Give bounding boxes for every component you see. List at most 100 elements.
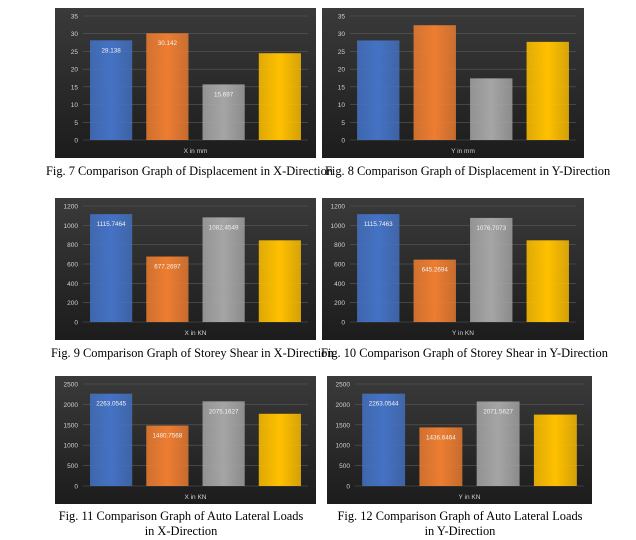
bar-fig11-1 bbox=[90, 393, 133, 486]
y-tick-label: 1000 bbox=[336, 443, 351, 450]
bar-fig7-1 bbox=[90, 40, 133, 141]
data-label: 1115.7464 bbox=[97, 221, 126, 228]
y-tick-label: 0 bbox=[74, 138, 78, 145]
y-tick-label: 0 bbox=[346, 484, 350, 491]
bar-fig9-4 bbox=[258, 240, 301, 322]
y-tick-label: 35 bbox=[338, 14, 346, 21]
bar-fig7-3 bbox=[202, 84, 245, 140]
y-tick-label: 1200 bbox=[64, 204, 79, 211]
x-axis-label: Y in KN bbox=[452, 330, 474, 337]
y-tick-label: 800 bbox=[67, 242, 78, 249]
bar-fig8-2 bbox=[413, 25, 456, 141]
y-tick-label: 20 bbox=[338, 67, 346, 74]
y-tick-label: 600 bbox=[67, 262, 78, 269]
y-tick-label: 0 bbox=[341, 138, 345, 145]
bar-fig12-1 bbox=[362, 393, 406, 486]
bar-fig11-3 bbox=[202, 401, 245, 486]
y-tick-label: 200 bbox=[67, 300, 78, 307]
data-label: 1076.7073 bbox=[476, 225, 506, 232]
y-tick-label: 25 bbox=[71, 49, 79, 56]
bar-fig8-1 bbox=[357, 40, 400, 141]
bar-fig11-4 bbox=[258, 413, 301, 486]
y-tick-label: 2500 bbox=[64, 382, 79, 389]
y-tick-label: 5 bbox=[74, 120, 78, 127]
y-tick-label: 1000 bbox=[64, 443, 79, 450]
bar-chart-fig8: 0 5 10 15 20 25 30 35 Y in mm bbox=[322, 8, 584, 158]
x-axis-label: X in KN bbox=[184, 330, 206, 337]
bar-fig10-4 bbox=[526, 240, 569, 322]
chart-panel-fig7: 0 5 10 15 20 25 30 35 28.138 30.142 15.697 X in mm bbox=[55, 8, 316, 158]
y-tick-label: 200 bbox=[334, 300, 345, 307]
bar-fig12-4 bbox=[533, 414, 577, 486]
x-axis-label: X in KN bbox=[184, 494, 206, 501]
chart-panel-fig9: 0 200 400 600 800 1000 1200 1115.7464 677.2697 10… bbox=[55, 198, 316, 340]
data-label: 2263.0545 bbox=[96, 401, 126, 408]
y-tick-label: 10 bbox=[338, 102, 346, 109]
y-tick-label: 15 bbox=[338, 84, 346, 91]
data-label: 1480.7568 bbox=[152, 433, 182, 440]
chart-panel-fig8: 0 5 10 15 20 25 30 35 Y in mm bbox=[322, 8, 584, 158]
bar-fig9-1 bbox=[90, 214, 133, 322]
caption-fig12: Fig. 12 Comparison Graph of Auto Lateral… bbox=[337, 509, 583, 538]
x-axis-label: Y in KN bbox=[459, 494, 481, 501]
chart-panel-fig10: 0 200 400 600 800 1000 1200 1115.7463 645.2694 10… bbox=[322, 198, 584, 340]
y-tick-label: 1000 bbox=[331, 223, 346, 230]
y-tick-label: 1500 bbox=[336, 422, 351, 429]
y-tick-label: 600 bbox=[334, 262, 345, 269]
data-label: 645.2694 bbox=[422, 267, 449, 274]
bar-fig9-2 bbox=[146, 256, 189, 322]
data-label: 1082.4549 bbox=[209, 224, 239, 231]
bar-chart-fig7: 0 5 10 15 20 25 30 35 28.138 30.142 15.697 X in mm bbox=[55, 8, 316, 158]
y-tick-label: 5 bbox=[341, 120, 345, 127]
y-tick-label: 25 bbox=[338, 49, 346, 56]
y-tick-label: 500 bbox=[67, 463, 78, 470]
chart-panel-fig11: 0 500 1000 1500 2000 2500 2263.0545 1480.7568 20… bbox=[55, 376, 316, 504]
bar-fig12-3 bbox=[476, 401, 520, 486]
y-tick-label: 2500 bbox=[336, 382, 351, 389]
caption-fig8: Fig. 8 Comparison Graph of Displacement … bbox=[325, 164, 611, 178]
y-tick-label: 400 bbox=[67, 281, 78, 288]
data-label: 2263.0544 bbox=[369, 401, 399, 408]
y-tick-label: 1000 bbox=[64, 223, 79, 230]
bar-fig10-1 bbox=[357, 214, 400, 322]
y-tick-label: 20 bbox=[71, 67, 79, 74]
y-tick-label: 15 bbox=[71, 84, 79, 91]
caption-fig11: Fig. 11 Comparison Graph of Auto Lateral… bbox=[58, 509, 304, 538]
data-label: 28.138 bbox=[101, 47, 121, 54]
y-tick-label: 0 bbox=[341, 320, 345, 327]
data-label: 30.142 bbox=[158, 40, 178, 47]
bar-chart-fig12: 0 500 1000 1500 2000 2500 2263.0544 1436.6464 20… bbox=[327, 376, 592, 504]
data-label: 2075.1627 bbox=[209, 408, 239, 415]
y-tick-label: 400 bbox=[334, 281, 345, 288]
data-label: 2071.5627 bbox=[483, 408, 513, 415]
bar-fig11-2 bbox=[146, 425, 189, 486]
bar-fig10-2 bbox=[413, 259, 456, 322]
y-tick-label: 30 bbox=[338, 31, 346, 38]
y-tick-label: 1500 bbox=[64, 422, 79, 429]
bar-fig8-4 bbox=[526, 41, 569, 141]
data-label: 677.2697 bbox=[154, 264, 181, 271]
data-label: 1115.7463 bbox=[364, 221, 393, 228]
y-tick-label: 800 bbox=[334, 242, 345, 249]
y-tick-label: 35 bbox=[71, 14, 79, 21]
bar-chart-fig10: 0 200 400 600 800 1000 1200 1115.7463 645.2694 10… bbox=[322, 198, 584, 340]
caption-fig9: Fig. 9 Comparison Graph of Storey Shear … bbox=[51, 346, 334, 360]
y-tick-label: 0 bbox=[74, 320, 78, 327]
bar-fig10-3 bbox=[470, 217, 513, 322]
data-label: 1436.6464 bbox=[426, 434, 456, 441]
bar-chart-fig9: 0 200 400 600 800 1000 1200 1115.7464 677.2697 10… bbox=[55, 198, 316, 340]
y-tick-label: 500 bbox=[339, 463, 350, 470]
x-axis-label: Y in mm bbox=[451, 148, 475, 155]
bar-fig7-4 bbox=[258, 53, 301, 141]
data-label: 15.697 bbox=[214, 91, 234, 98]
caption-fig10: Fig. 10 Comparison Graph of Storey Shear… bbox=[321, 346, 608, 360]
bar-fig7-2 bbox=[146, 33, 189, 141]
bar-chart-fig11: 0 500 1000 1500 2000 2500 2263.0545 1480.7568 20… bbox=[55, 376, 316, 504]
y-tick-label: 30 bbox=[71, 31, 79, 38]
bar-fig12-2 bbox=[419, 427, 463, 486]
y-tick-label: 2000 bbox=[336, 402, 351, 409]
y-tick-label: 1200 bbox=[331, 204, 346, 211]
y-tick-label: 0 bbox=[74, 484, 78, 491]
chart-panel-fig12: 0 500 1000 1500 2000 2500 2263.0544 1436.6464 20… bbox=[327, 376, 592, 504]
x-axis-label: X in mm bbox=[184, 148, 208, 155]
